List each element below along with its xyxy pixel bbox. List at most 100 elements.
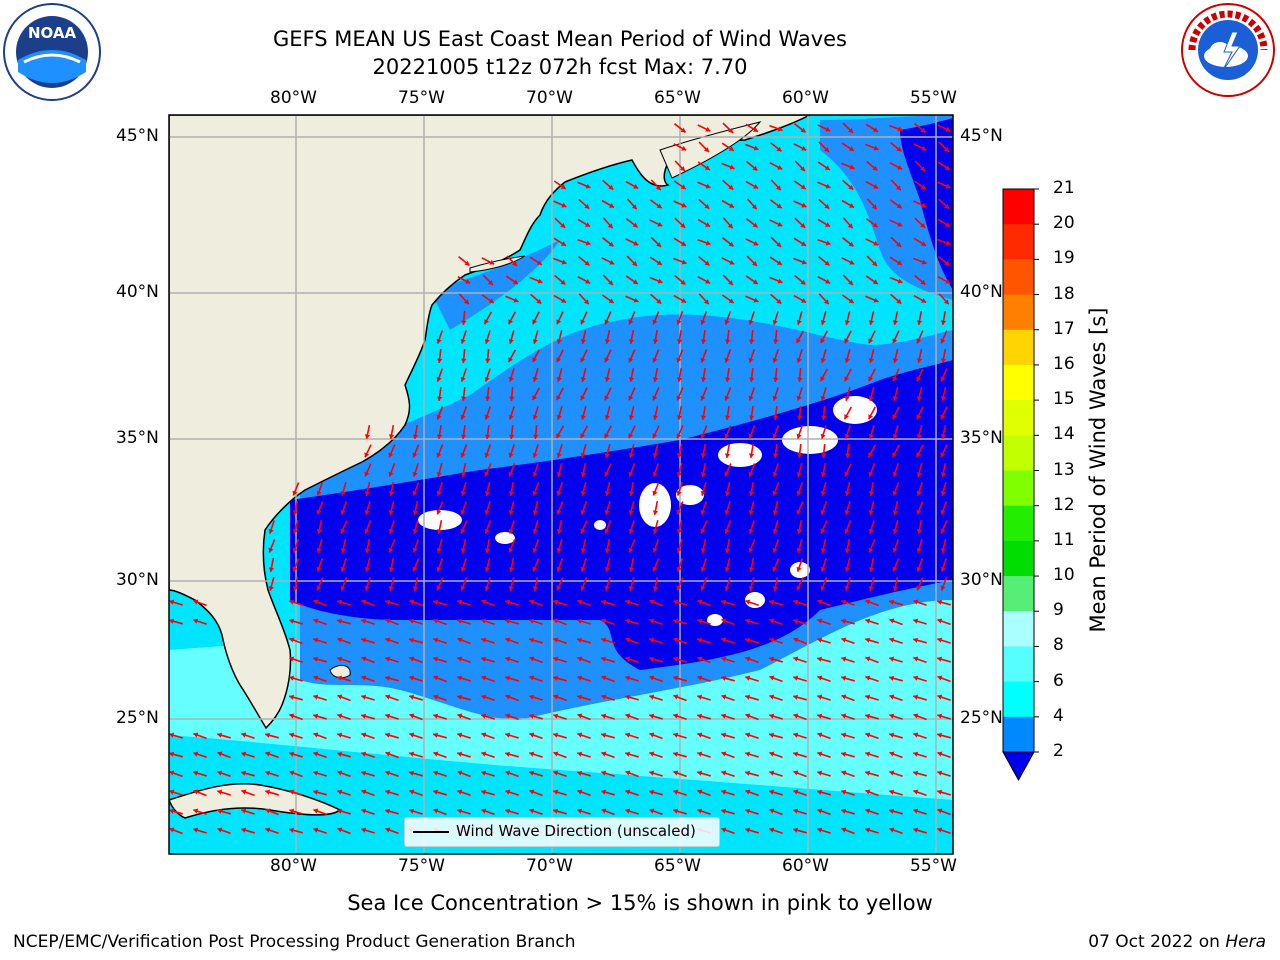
wind-arrow	[868, 539, 876, 553]
wind-arrow	[796, 482, 804, 496]
wind-arrow	[361, 713, 375, 720]
wind-arrow	[457, 599, 471, 606]
wind-arrow	[433, 713, 447, 720]
wind-arrow	[721, 713, 735, 720]
wind-arrow	[556, 577, 564, 591]
wind-arrow	[652, 520, 659, 534]
sea-ice-note: Sea Ice Concentration > 15% is shown in …	[347, 891, 933, 915]
no-data-patch	[707, 614, 723, 626]
wind-arrow	[913, 237, 927, 247]
wind-arrow	[625, 180, 639, 190]
wind-arrow	[508, 406, 515, 420]
lon-label-bottom: 70°W	[526, 856, 573, 876]
wind-arrow	[721, 808, 735, 815]
wind-arrow	[385, 694, 399, 702]
wind-arrow	[436, 368, 444, 382]
wind-arrow	[745, 218, 759, 228]
wind-arrow	[649, 599, 663, 607]
wind-arrow	[772, 463, 779, 477]
wind-arrow	[892, 463, 899, 477]
wind-arrow	[842, 179, 854, 191]
wind-arrow	[625, 656, 639, 664]
wind-arrow	[916, 406, 924, 420]
wind-arrow	[673, 713, 687, 721]
wind-arrow	[724, 349, 732, 363]
wind-arrow	[697, 637, 711, 644]
wind-wave-direction-arrows	[169, 122, 951, 835]
north-america-land	[169, 115, 811, 730]
wind-arrow	[532, 520, 539, 534]
colorbar-bin	[1003, 681, 1034, 718]
wind-arrow	[940, 577, 948, 591]
wind-arrow	[292, 539, 300, 553]
wind-arrow	[844, 425, 851, 439]
wind-arrow	[460, 482, 467, 496]
wind-arrow	[865, 180, 879, 190]
wind-arrow	[577, 770, 591, 777]
wind-arrow	[268, 520, 275, 534]
wind-arrow	[916, 463, 923, 477]
colorbar-tick-label: 17	[1053, 318, 1075, 339]
wind-arrow	[724, 387, 732, 401]
wind-arrow	[313, 770, 327, 777]
wind-arrow	[337, 789, 351, 796]
wind-arrow	[745, 143, 759, 151]
wind-arrow	[529, 732, 543, 740]
wind-arrow	[481, 808, 495, 816]
wind-arrow	[553, 808, 567, 815]
wind-arrow	[841, 162, 855, 170]
wind-arrow	[217, 808, 231, 815]
wind-arrow	[889, 751, 903, 759]
wind-arrow	[674, 274, 686, 286]
wind-arrow	[602, 217, 614, 229]
wind-arrow	[892, 348, 899, 364]
wind-arrow	[697, 618, 711, 625]
wind-arrow	[892, 444, 900, 458]
wind-arrow	[889, 808, 903, 815]
wind-arrow	[940, 501, 948, 515]
wind-arrow	[649, 675, 663, 683]
wind-arrow	[505, 637, 519, 645]
wind-arrow	[604, 311, 612, 325]
wind-arrow	[529, 618, 543, 625]
wind-arrow	[483, 311, 493, 325]
wind-arrow	[820, 482, 827, 496]
wind-arrow	[460, 558, 467, 572]
wind-arrow	[482, 274, 494, 286]
wind-arrow	[722, 179, 734, 191]
wind-arrow	[436, 501, 444, 515]
wind-arrow	[818, 198, 830, 210]
wind-arrow	[553, 180, 567, 190]
wind-arrow	[865, 827, 879, 834]
wind-arrow	[940, 538, 947, 554]
wind-arrow	[937, 276, 951, 284]
map-frame	[168, 114, 954, 855]
wind-arrow	[577, 181, 591, 189]
wind-arrow	[892, 500, 899, 516]
below-2-ne	[900, 118, 953, 290]
wind-arrow	[385, 789, 399, 796]
wind-arrow	[697, 808, 711, 816]
wind-arrow	[841, 656, 855, 663]
wind-arrow	[484, 481, 491, 497]
wind-arrow	[505, 713, 519, 721]
wind-arrow	[529, 256, 543, 266]
wind-arrow	[361, 770, 375, 777]
wind-arrow	[577, 599, 591, 607]
wind-arrow	[457, 276, 471, 284]
wind-arrow	[364, 520, 372, 534]
wind-arrow	[817, 599, 831, 607]
wind-arrow	[580, 520, 588, 534]
wind-arrow	[554, 217, 566, 229]
wind-arrow	[556, 330, 563, 344]
wind-arrow	[889, 637, 903, 645]
wind-arrow	[916, 386, 923, 402]
wind-arrow	[437, 348, 443, 364]
wind-arrow	[485, 424, 491, 440]
wind-arrow	[889, 789, 903, 796]
wind-arrow	[652, 482, 660, 496]
wind-arrow	[457, 751, 471, 758]
wind-arrow	[532, 406, 539, 420]
wind-arrow	[505, 599, 519, 606]
